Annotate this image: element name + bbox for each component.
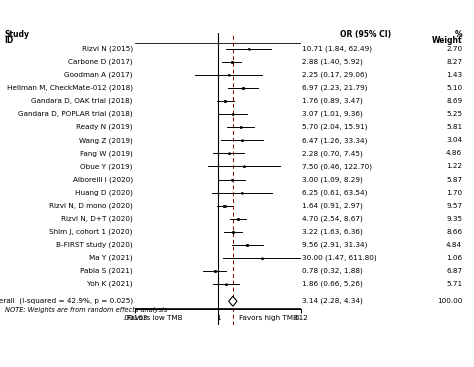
Bar bbox=[228, 75, 229, 76]
Text: Fang W (2019): Fang W (2019) bbox=[80, 150, 133, 157]
Text: 1.06: 1.06 bbox=[446, 255, 462, 261]
Bar bbox=[242, 87, 244, 89]
Text: Pabla S (2021): Pabla S (2021) bbox=[80, 268, 133, 275]
Text: 7.50 (0.46, 122.70): 7.50 (0.46, 122.70) bbox=[302, 163, 373, 170]
Text: 5.71: 5.71 bbox=[446, 281, 462, 287]
Text: 6.97 (2.23, 21.79): 6.97 (2.23, 21.79) bbox=[302, 85, 368, 91]
Text: 2.28 (0.70, 7.45): 2.28 (0.70, 7.45) bbox=[302, 150, 363, 157]
Bar bbox=[223, 205, 226, 207]
Text: 2.70: 2.70 bbox=[446, 46, 462, 52]
Text: 100.00: 100.00 bbox=[437, 298, 462, 304]
Text: Alboreili I (2020): Alboreili I (2020) bbox=[73, 176, 133, 183]
Text: B-FIRST study (2020): B-FIRST study (2020) bbox=[56, 242, 133, 248]
Text: 8.27: 8.27 bbox=[446, 59, 462, 65]
Text: Ma Y (2021): Ma Y (2021) bbox=[89, 255, 133, 261]
Bar bbox=[261, 258, 263, 259]
Bar bbox=[232, 113, 233, 115]
Text: 6.47 (1.26, 33.34): 6.47 (1.26, 33.34) bbox=[302, 137, 368, 143]
Bar bbox=[232, 231, 234, 233]
Text: 3.07 (1.01, 9.36): 3.07 (1.01, 9.36) bbox=[302, 111, 363, 117]
Bar bbox=[214, 270, 216, 272]
Text: Obue Y (2019): Obue Y (2019) bbox=[81, 163, 133, 170]
Text: 2.88 (1.40, 5.92): 2.88 (1.40, 5.92) bbox=[302, 59, 363, 65]
Text: 1.76 (0.89, 3.47): 1.76 (0.89, 3.47) bbox=[302, 98, 363, 104]
Text: Rizvi N, D+T (2020): Rizvi N, D+T (2020) bbox=[61, 215, 133, 222]
Bar bbox=[231, 61, 233, 63]
Text: 1.43: 1.43 bbox=[446, 72, 462, 78]
Bar bbox=[240, 127, 241, 128]
Bar bbox=[224, 100, 227, 102]
Text: 4.70 (2.54, 8.67): 4.70 (2.54, 8.67) bbox=[302, 215, 363, 222]
Text: 3.22 (1.63, 6.36): 3.22 (1.63, 6.36) bbox=[302, 229, 363, 235]
Text: 5.81: 5.81 bbox=[446, 124, 462, 130]
Bar bbox=[241, 192, 242, 193]
Text: 8.66: 8.66 bbox=[446, 229, 462, 235]
Text: NOTE: Weights are from random effects analysis: NOTE: Weights are from random effects an… bbox=[5, 307, 167, 313]
Text: 3.00 (1.09, 8.29): 3.00 (1.09, 8.29) bbox=[302, 176, 363, 183]
Text: Wang Z (2019): Wang Z (2019) bbox=[79, 137, 133, 143]
Text: Rizvi N, D mono (2020): Rizvi N, D mono (2020) bbox=[49, 203, 133, 209]
Text: Huang D (2020): Huang D (2020) bbox=[75, 189, 133, 196]
Text: %: % bbox=[455, 30, 462, 40]
Text: Favors high TMB: Favors high TMB bbox=[239, 315, 298, 321]
Bar bbox=[241, 140, 243, 141]
Bar bbox=[246, 244, 248, 246]
Text: 5.70 (2.04, 15.91): 5.70 (2.04, 15.91) bbox=[302, 124, 368, 131]
Text: 9.57: 9.57 bbox=[446, 203, 462, 209]
Bar bbox=[231, 179, 233, 180]
Polygon shape bbox=[228, 296, 237, 306]
Text: 4.86: 4.86 bbox=[446, 150, 462, 156]
Bar bbox=[237, 218, 239, 220]
Text: 6.87: 6.87 bbox=[446, 268, 462, 274]
Bar bbox=[244, 166, 245, 167]
Text: 30.00 (1.47, 611.80): 30.00 (1.47, 611.80) bbox=[302, 255, 377, 261]
Text: Ready N (2019): Ready N (2019) bbox=[76, 124, 133, 131]
Text: Shim J, cohort 1 (2020): Shim J, cohort 1 (2020) bbox=[49, 229, 133, 235]
Bar bbox=[225, 283, 227, 285]
Text: Overall  (I-squared = 42.9%, p = 0.025): Overall (I-squared = 42.9%, p = 0.025) bbox=[0, 298, 133, 305]
Text: Gandara D, POPLAR trial (2018): Gandara D, POPLAR trial (2018) bbox=[18, 111, 133, 117]
Text: 4.84: 4.84 bbox=[446, 242, 462, 248]
Text: 1.64 (0.91, 2.97): 1.64 (0.91, 2.97) bbox=[302, 203, 363, 209]
Text: 3.04: 3.04 bbox=[446, 137, 462, 143]
Text: Study: Study bbox=[5, 30, 30, 40]
Text: Hellman M, CheckMate-012 (2018): Hellman M, CheckMate-012 (2018) bbox=[7, 85, 133, 91]
Text: 6.25 (0.61, 63.54): 6.25 (0.61, 63.54) bbox=[302, 189, 368, 196]
Text: 10.71 (1.84, 62.49): 10.71 (1.84, 62.49) bbox=[302, 46, 373, 52]
Text: 2.25 (0.17, 29.06): 2.25 (0.17, 29.06) bbox=[302, 72, 368, 78]
Text: 5.25: 5.25 bbox=[446, 111, 462, 117]
Text: ID: ID bbox=[5, 36, 14, 45]
Text: 8.69: 8.69 bbox=[446, 98, 462, 104]
Text: 1.70: 1.70 bbox=[446, 190, 462, 196]
Text: Gandara D, OAK trial (2018): Gandara D, OAK trial (2018) bbox=[31, 98, 133, 104]
Text: 1.86 (0.66, 5.26): 1.86 (0.66, 5.26) bbox=[302, 281, 363, 287]
Text: Carbone D (2017): Carbone D (2017) bbox=[68, 59, 133, 65]
Text: Goodman A (2017): Goodman A (2017) bbox=[64, 72, 133, 78]
Bar bbox=[248, 48, 249, 49]
Bar bbox=[228, 153, 229, 154]
Text: Weight: Weight bbox=[431, 36, 462, 45]
Text: 1.22: 1.22 bbox=[446, 163, 462, 170]
Text: 9.35: 9.35 bbox=[446, 216, 462, 222]
Text: Yoh K (2021): Yoh K (2021) bbox=[87, 281, 133, 287]
Text: 5.87: 5.87 bbox=[446, 177, 462, 182]
Text: 9.56 (2.91, 31.34): 9.56 (2.91, 31.34) bbox=[302, 242, 368, 248]
Text: Rizvi N (2015): Rizvi N (2015) bbox=[82, 46, 133, 52]
Text: 3.14 (2.28, 4.34): 3.14 (2.28, 4.34) bbox=[302, 298, 363, 305]
Text: Favors low TMB: Favors low TMB bbox=[127, 315, 182, 321]
Text: 0.78 (0.32, 1.88): 0.78 (0.32, 1.88) bbox=[302, 268, 363, 275]
Text: OR (95% CI): OR (95% CI) bbox=[340, 30, 392, 40]
Text: 5.10: 5.10 bbox=[446, 85, 462, 91]
